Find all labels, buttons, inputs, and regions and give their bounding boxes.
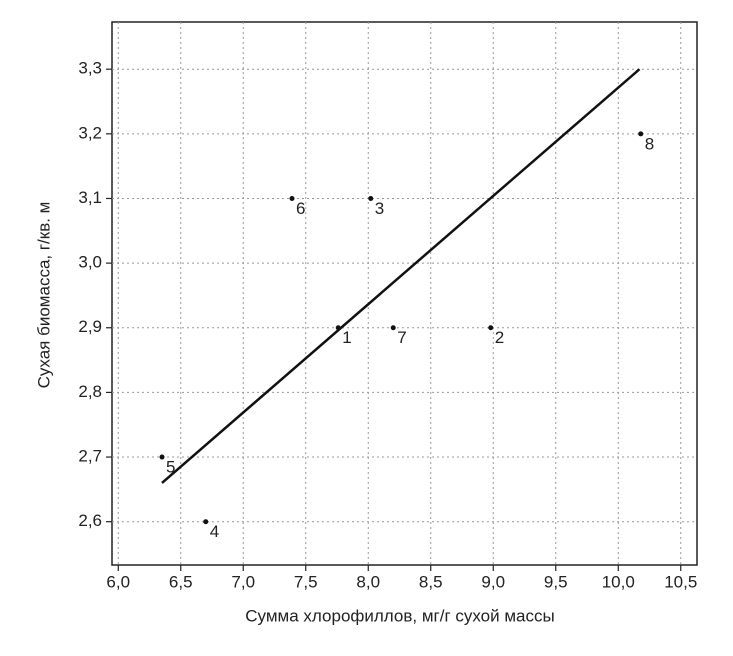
x-tick-label: 8,0 bbox=[356, 572, 380, 591]
y-tick-label: 3,0 bbox=[78, 253, 102, 272]
y-tick-label: 2,8 bbox=[78, 382, 102, 401]
point-label: 3 bbox=[375, 199, 384, 218]
y-tick-label: 2,9 bbox=[78, 317, 102, 336]
y-tick-label: 3,1 bbox=[78, 188, 102, 207]
x-tick-label: 6,5 bbox=[169, 572, 193, 591]
x-axis-title: Сумма хлорофиллов, мг/г сухой массы bbox=[245, 606, 554, 625]
x-tick-label: 9,5 bbox=[544, 572, 568, 591]
y-tick-label: 2,7 bbox=[78, 447, 102, 466]
x-tick-label: 10,0 bbox=[602, 572, 635, 591]
point bbox=[488, 325, 494, 331]
point-label: 2 bbox=[495, 328, 504, 347]
point bbox=[390, 325, 396, 331]
point-label: 1 bbox=[342, 328, 351, 347]
x-tick-label: 6,0 bbox=[106, 572, 130, 591]
point bbox=[335, 325, 341, 331]
x-tick-label: 7,5 bbox=[294, 572, 318, 591]
point bbox=[159, 454, 165, 460]
y-tick-label: 3,2 bbox=[78, 123, 102, 142]
y-tick-label: 2,6 bbox=[78, 511, 102, 530]
x-tick-label: 10,5 bbox=[664, 572, 697, 591]
trend-line bbox=[161, 68, 641, 484]
plot-frame bbox=[111, 21, 698, 566]
y-tick-label: 3,3 bbox=[78, 59, 102, 78]
point bbox=[203, 519, 209, 525]
point bbox=[368, 195, 374, 201]
point-label: 4 bbox=[210, 522, 219, 541]
point bbox=[289, 195, 295, 201]
point-label: 5 bbox=[166, 458, 175, 477]
x-tick-label: 7,0 bbox=[231, 572, 255, 591]
y-axis-title: Сухая биомасса, г/кв. м bbox=[34, 202, 53, 389]
x-tick-label: 9,0 bbox=[481, 572, 505, 591]
x-tick-label: 8,5 bbox=[419, 572, 443, 591]
point-label: 7 bbox=[397, 328, 406, 347]
point bbox=[638, 131, 644, 137]
point-label: 8 bbox=[645, 134, 654, 153]
point-label: 6 bbox=[296, 199, 305, 218]
